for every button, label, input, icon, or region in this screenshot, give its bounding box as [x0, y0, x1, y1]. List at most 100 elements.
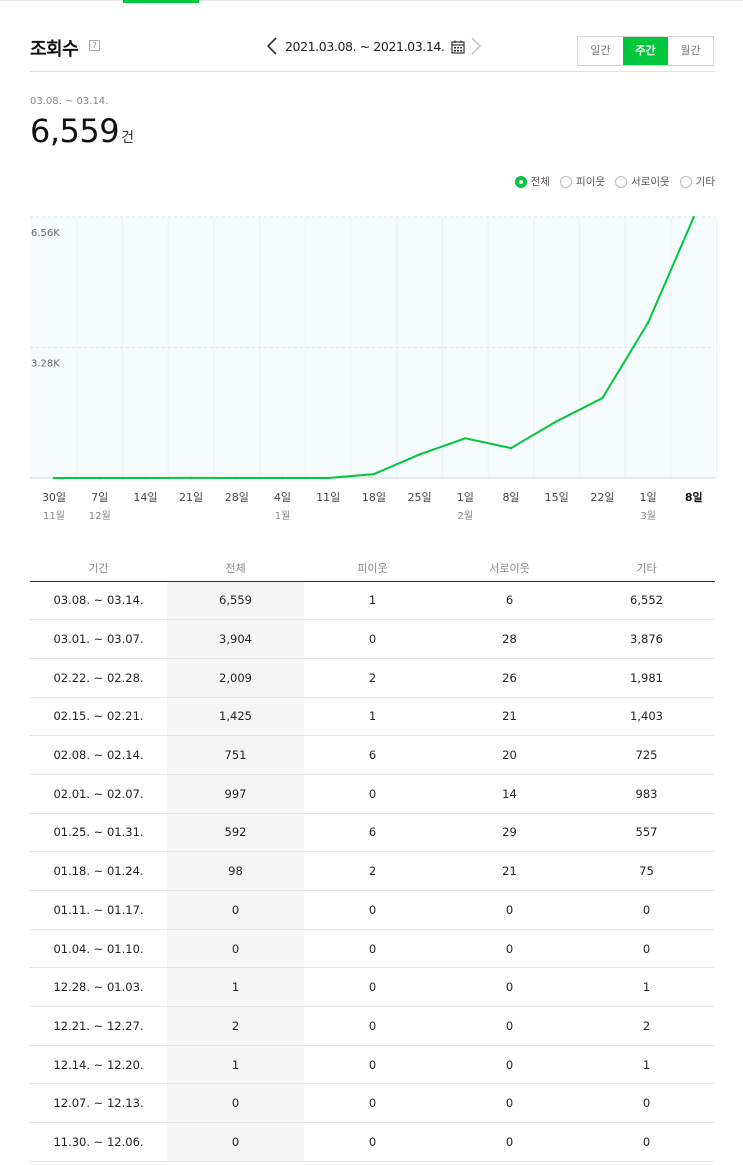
cell-mutual-neighbor: 0 — [441, 1083, 578, 1124]
cell-neighbor: 0 — [304, 1045, 441, 1085]
cell-period: 02.08. ~ 02.14. — [30, 735, 167, 775]
cell-other: 725 — [578, 735, 715, 775]
next-period-button[interactable] — [467, 34, 487, 58]
cell-period: 12.21. ~ 12.27. — [30, 1006, 167, 1046]
cell-mutual-neighbor: 6 — [441, 581, 578, 621]
views-line-chart: 3.28K 6.56K 30일 11월 7일 12월 14일 21일 28일 4일 1월 11일 18일… — [30, 215, 718, 522]
help-icon[interactable]: ? — [89, 40, 100, 51]
y-tick-label: 6.56K — [31, 228, 60, 239]
summary-unit: 건 — [121, 130, 134, 146]
cell-other: 0 — [578, 890, 715, 930]
data-point[interactable] — [144, 476, 147, 480]
period-daily-button[interactable]: 일간 — [578, 37, 623, 65]
data-point[interactable] — [464, 437, 467, 440]
cell-neighbor: 2 — [304, 851, 441, 891]
table-row: 01.18. ~ 01.24. 98 2 21 75 — [30, 851, 715, 891]
data-point[interactable] — [327, 476, 330, 480]
data-point[interactable] — [646, 321, 650, 324]
cell-mutual-neighbor: 0 — [441, 967, 578, 1008]
cell-other: 3,876 — [578, 619, 715, 659]
cell-mutual-neighbor: 21 — [441, 851, 578, 891]
cell-neighbor: 2 — [304, 658, 441, 698]
cell-other: 1,981 — [578, 658, 715, 698]
summary-range: 03.08. ~ 03.14. — [30, 96, 109, 107]
data-point[interactable] — [235, 476, 238, 480]
cell-neighbor: 0 — [304, 619, 441, 659]
x-tick-label: 30일 — [42, 490, 66, 504]
top-tab-bar — [0, 0, 743, 3]
calendar-icon[interactable] — [450, 39, 465, 54]
cell-neighbor: 0 — [304, 929, 441, 969]
cell-period: 11.30. ~ 12.06. — [30, 1122, 167, 1162]
x-tick-label: 25일 — [408, 490, 432, 504]
cell-other: 1,403 — [578, 697, 715, 737]
cell-total: 1 — [167, 1045, 304, 1085]
date-navigator: 2021.03.08. ~ 2021.03.14. — [263, 34, 487, 58]
active-tab-indicator — [123, 0, 199, 3]
header-other: 기타 — [578, 555, 715, 582]
chevron-left-icon — [266, 37, 277, 55]
table-row: 12.07. ~ 12.13. 0 0 0 0 — [30, 1083, 715, 1124]
cell-total: 2 — [167, 1006, 304, 1046]
table-row: 12.28. ~ 01.03. 1 0 0 1 — [30, 967, 715, 1008]
x-tick-label: 15일 — [545, 490, 569, 504]
chevron-right-icon — [470, 37, 481, 55]
filter-neighbor[interactable]: 피이웃 — [560, 174, 605, 189]
radio-selected-icon[interactable] — [514, 175, 527, 188]
radio-icon[interactable] — [560, 175, 573, 188]
cell-mutual-neighbor: 0 — [441, 929, 578, 969]
summary-total: 6,559 건 — [30, 112, 134, 150]
data-point[interactable] — [555, 420, 558, 423]
table-row: 12.14. ~ 12.20. 1 0 0 1 — [30, 1045, 715, 1085]
table-row: 02.22. ~ 02.28. 2,009 2 26 1,981 — [30, 658, 715, 698]
data-point[interactable] — [98, 476, 101, 480]
x-tick-label: 8일 — [685, 490, 703, 504]
filter-label: 기타 — [695, 176, 715, 188]
table-row: 01.11. ~ 01.17. 0 0 0 0 — [30, 890, 715, 930]
page-title: 조회수 — [30, 39, 79, 60]
data-point[interactable] — [418, 453, 421, 456]
cell-period: 03.08. ~ 03.14. — [30, 581, 167, 621]
data-point[interactable] — [601, 396, 604, 400]
data-point[interactable] — [509, 446, 513, 450]
x-month-label: 2월 — [458, 510, 474, 522]
filter-mutual-neighbor[interactable]: 서로이웃 — [615, 174, 670, 189]
x-tick-label: 1일 — [457, 490, 474, 504]
filter-all[interactable]: 전체 — [514, 174, 551, 189]
table-row: 03.08. ~ 03.14. 6,559 1 6 6,552 — [30, 581, 715, 621]
cell-other: 0 — [578, 929, 715, 969]
period-weekly-button[interactable]: 주간 — [623, 37, 668, 65]
cell-other: 1 — [578, 967, 715, 1008]
data-point[interactable] — [692, 215, 695, 219]
x-tick-label: 1일 — [640, 490, 657, 504]
cell-mutual-neighbor: 14 — [441, 774, 578, 814]
cell-neighbor: 0 — [304, 967, 441, 1008]
cell-other: 0 — [578, 1122, 715, 1162]
x-tick-label: 14일 — [133, 490, 157, 504]
cell-mutual-neighbor: 26 — [441, 658, 578, 698]
cell-other: 983 — [578, 774, 715, 814]
views-table: 기간 전체 피이웃 서로이웃 기타 03.08. ~ 03.14. 6,559 1 6… — [30, 555, 715, 1162]
cell-other: 1 — [578, 1045, 715, 1085]
cell-total: 0 — [167, 1083, 304, 1124]
radio-icon[interactable] — [615, 175, 628, 188]
data-point[interactable] — [281, 476, 284, 480]
table-row: 02.15. ~ 02.21. 1,425 1 21 1,403 — [30, 697, 715, 737]
filter-other[interactable]: 기타 — [679, 174, 715, 189]
cell-total: 0 — [167, 890, 304, 930]
filter-label: 전체 — [530, 176, 551, 188]
radio-icon[interactable] — [679, 175, 692, 188]
cell-total: 1,425 — [167, 697, 304, 737]
data-point[interactable] — [189, 476, 193, 480]
prev-period-button[interactable] — [263, 34, 283, 58]
period-monthly-button[interactable]: 월간 — [668, 37, 713, 65]
data-point[interactable] — [372, 472, 376, 476]
table-row: 01.25. ~ 01.31. 592 6 29 557 — [30, 813, 715, 853]
cell-total: 592 — [167, 813, 304, 853]
table-row: 02.08. ~ 02.14. 751 6 20 725 — [30, 735, 715, 775]
x-month-label: 12월 — [89, 510, 111, 522]
data-point[interactable] — [52, 476, 56, 480]
cell-total: 1 — [167, 967, 304, 1008]
table-row: 02.01. ~ 02.07. 997 0 14 983 — [30, 774, 715, 814]
cell-other: 557 — [578, 813, 715, 853]
